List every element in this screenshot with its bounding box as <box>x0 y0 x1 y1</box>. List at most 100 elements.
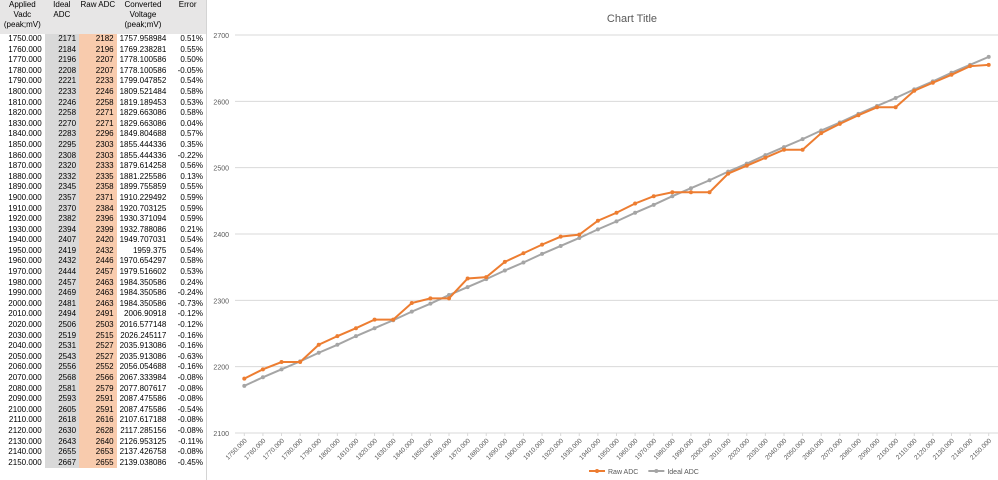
table-cell: 1810.000 <box>8 97 42 107</box>
table-cell: -0.08% <box>177 394 203 404</box>
table-cell: -0.22% <box>177 150 203 160</box>
legend-label: Raw ADC <box>608 469 638 476</box>
table-cell: 2050.000 <box>8 351 42 361</box>
table-row: 1860.000 2308 2303 1855.444336 -0.22% <box>0 150 206 162</box>
table-cell: -0.08% <box>177 415 203 425</box>
table-row: 2070.000 2568 2566 2067.333984 -0.08% <box>0 373 206 384</box>
table-cell: 2419 <box>44 245 80 257</box>
column-header: Converted Voltage (peak;mV) <box>116 0 170 34</box>
table-cell: 1850.000 <box>8 139 42 149</box>
data-point <box>949 72 954 77</box>
chart: Chart Title 2100 2200 2300 2400 2500 2600 2700… <box>207 0 998 480</box>
table-row: 2030.000 2519 2515 2026.245117 -0.16% <box>0 330 206 342</box>
table-cell: 2593 <box>44 394 80 405</box>
table-cell: 2233 <box>44 86 80 98</box>
table-cell: 1830.000 <box>8 118 42 128</box>
table-cell: 2653 <box>79 447 117 458</box>
table-cell: 2581 <box>44 383 80 395</box>
table-cell: 1890.000 <box>8 182 42 192</box>
data-point <box>819 131 824 136</box>
data-point <box>670 194 675 199</box>
data-table: Applied Vadc (peak;mV) Ideal ADC Raw ADC Co… <box>0 0 206 469</box>
table-cell: 0.13% <box>180 171 203 181</box>
table-cell: 2543 <box>44 351 80 363</box>
table-cell: 2139.038086 <box>119 457 167 467</box>
data-point <box>893 105 898 110</box>
table-cell: 2080.000 <box>8 383 42 393</box>
table-cell: 2246 <box>79 86 117 98</box>
table-cell: 2463 <box>79 288 117 299</box>
table-cell: 2655 <box>44 447 80 458</box>
table-cell: 2246 <box>44 97 80 109</box>
data-point <box>428 296 433 301</box>
table-row: 1990.000 2469 2463 1984.350586 -0.24% <box>0 288 206 299</box>
data-point <box>558 234 563 239</box>
table-cell: 2184 <box>44 44 80 56</box>
table-row: 1810.000 2246 2258 1819.189453 0.53% <box>0 97 206 109</box>
table-cell: 2515 <box>79 330 117 342</box>
table-cell: 1750.000 <box>8 34 42 43</box>
table-cell: 1778.100586 <box>119 55 167 65</box>
table-cell: 2457 <box>79 267 117 278</box>
table-cell: 2150.000 <box>8 457 42 467</box>
data-point <box>763 155 768 160</box>
data-point <box>707 178 712 183</box>
table-cell: 1949.707031 <box>119 235 167 245</box>
table-cell: 1910.229492 <box>119 192 167 202</box>
table-cell: 2370 <box>44 203 80 215</box>
table-cell: 0.58% <box>180 256 203 266</box>
table-row: 2020.000 2506 2503 2016.577148 -0.12% <box>0 320 206 331</box>
table-row: 2150.000 2667 2655 2139.038086 -0.45% <box>0 457 206 469</box>
data-point <box>353 326 358 331</box>
data-point <box>614 219 619 224</box>
table-body: 1750.000 2171 2182 1757.958984 0.51% 1760.000… <box>0 34 206 469</box>
table-cell: 2020.000 <box>8 320 42 330</box>
table-row: 1980.000 2457 2463 1984.350586 0.24% <box>0 277 206 289</box>
data-point <box>447 296 452 301</box>
data-point <box>986 62 991 67</box>
table-cell: 2382 <box>44 214 80 225</box>
data-point <box>409 300 414 305</box>
table-cell: 2568 <box>44 373 80 384</box>
table-cell: 1984.350586 <box>119 277 167 287</box>
table-cell: 2126.953125 <box>119 436 167 446</box>
table-cell: 2519 <box>44 330 80 342</box>
table-cell: 2494 <box>44 309 80 321</box>
table-cell: 2667 <box>44 457 80 469</box>
table-cell: 2552 <box>79 362 117 373</box>
table-cell: 2271 <box>79 118 117 130</box>
data-point <box>260 375 265 380</box>
data-point <box>688 186 693 191</box>
table-cell: 1970.654297 <box>119 256 167 266</box>
table-cell: 2030.000 <box>8 330 42 340</box>
table-cell: 2333 <box>79 161 117 172</box>
table-row: 1760.000 2184 2196 1769.238281 0.55% <box>0 44 206 56</box>
table-cell: 1970.000 <box>8 267 42 277</box>
y-tick-label: 2200 <box>213 365 229 372</box>
table-cell: 0.21% <box>180 224 203 234</box>
table-row: 2100.000 2605 2591 2087.475586 -0.54% <box>0 404 206 416</box>
table-cell: 0.58% <box>180 86 203 96</box>
table-row: 1910.000 2370 2384 1920.703125 0.59% <box>0 203 206 215</box>
table-cell: 2221 <box>44 76 80 87</box>
table-cell: 2271 <box>79 108 117 119</box>
table-cell: 1870.000 <box>8 161 42 171</box>
table-cell: 2605 <box>44 404 80 416</box>
data-point <box>502 259 507 264</box>
table-row: 2060.000 2556 2552 2056.054688 -0.16% <box>0 362 206 373</box>
chart-area <box>207 0 998 480</box>
data-point <box>540 251 545 256</box>
y-tick-label: 2100 <box>213 431 229 438</box>
table-cell: 2566 <box>79 373 117 384</box>
data-point <box>242 383 247 388</box>
table-cell: 2399 <box>79 224 117 236</box>
table-cell: 2208 <box>44 65 80 77</box>
data-point <box>651 194 656 199</box>
table-row: 1770.000 2196 2207 1778.100586 0.50% <box>0 55 206 66</box>
table-cell: 2335 <box>79 171 117 183</box>
data-point <box>577 235 582 240</box>
data-point <box>893 96 898 101</box>
table-cell: 2394 <box>44 224 80 236</box>
table-cell: 2358 <box>79 182 117 193</box>
table-cell: 1984.350586 <box>119 298 167 308</box>
